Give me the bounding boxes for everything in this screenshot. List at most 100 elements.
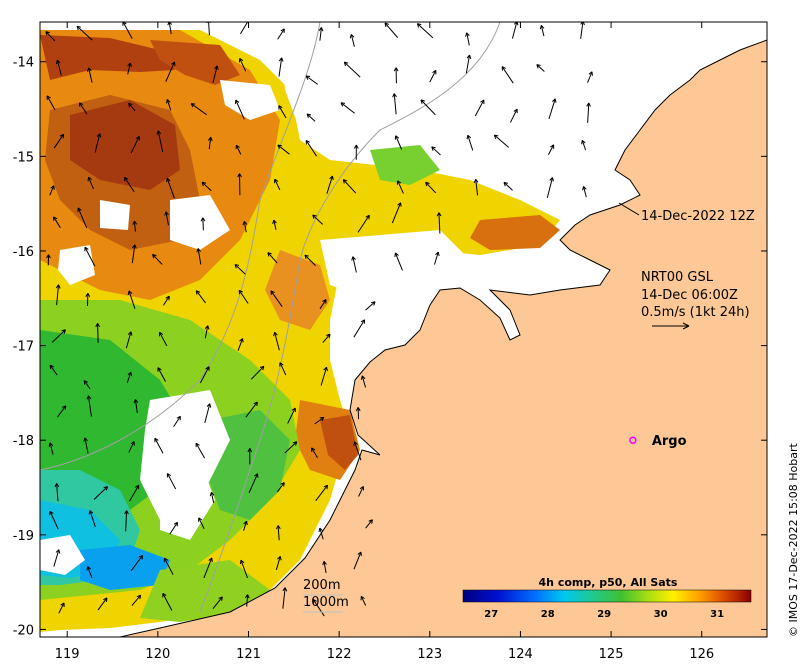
colorbar-tick-label: 27: [484, 609, 498, 620]
x-tick-label: 124: [508, 647, 533, 662]
current-arrow: [353, 441, 362, 461]
current-arrow: [493, 134, 509, 148]
current-arrow: [93, 486, 109, 500]
current-arrow: [124, 176, 135, 193]
current-arrow: [126, 371, 133, 384]
current-arrow: [342, 179, 357, 194]
current-arrow: [349, 34, 355, 47]
current-arrow: [88, 510, 96, 528]
current-arrow: [87, 176, 94, 190]
current-arrow: [391, 202, 402, 224]
current-arrow: [46, 254, 51, 266]
y-tick-label: -14: [13, 56, 34, 71]
current-arrow: [154, 437, 164, 454]
colorbar-tick-label: 28: [541, 609, 555, 620]
current-arrow: [322, 560, 327, 574]
y-tick-label: -15: [13, 150, 34, 165]
current-arrow: [393, 67, 399, 84]
y-axis: -14 -15 -16 -17 -18 -19 -20: [13, 56, 767, 638]
current-arrow: [394, 135, 403, 150]
current-arrow: [49, 185, 55, 196]
current-arrow: [131, 594, 142, 606]
current-arrow: [279, 362, 287, 376]
current-arrow: [275, 555, 282, 570]
current-arrow: [431, 146, 441, 156]
argo-float-marker[interactable]: [629, 436, 637, 444]
current-arrow: [282, 587, 288, 609]
current-arrow: [127, 62, 132, 75]
current-arrow: [314, 416, 325, 425]
current-arrow: [239, 559, 248, 579]
sst-field: [40, 30, 600, 632]
current-arrow: [287, 407, 296, 424]
y-tick-label: -16: [13, 245, 34, 260]
current-arrow: [466, 134, 474, 151]
current-arrow: [353, 551, 362, 570]
current-arrow: [312, 598, 325, 617]
current-arrow: [240, 22, 249, 34]
current-arrow: [53, 549, 61, 567]
colorbar-tick-label: 30: [654, 609, 668, 620]
current-arrow: [94, 133, 102, 153]
current-arrow: [204, 403, 212, 423]
current-arrow: [326, 175, 334, 194]
current-arrow: [474, 99, 485, 117]
current-arrow: [86, 566, 93, 579]
current-arrow: [306, 113, 316, 122]
current-arrow: [436, 212, 442, 234]
current-arrow: [128, 441, 135, 453]
current-arrow: [55, 284, 61, 306]
current-arrow: [198, 517, 205, 529]
current-arrow: [163, 295, 170, 306]
current-arrow: [434, 251, 440, 265]
current-arrow: [272, 219, 277, 230]
isobaths: [40, 22, 501, 613]
current-arrow: [97, 597, 108, 611]
current-arrow: [582, 186, 587, 198]
current-arrow: [46, 95, 56, 110]
current-arrow: [429, 69, 437, 83]
current-arrow: [318, 27, 324, 41]
current-arrow: [319, 299, 327, 310]
current-arrow: [277, 144, 290, 155]
current-arrow: [196, 248, 202, 265]
current-arrow: [580, 22, 585, 39]
current-arrow: [305, 140, 317, 157]
current-arrow: [207, 136, 213, 150]
current-arrow: [243, 520, 248, 531]
x-axis: 119 120 121 122 123 124 125 126: [55, 22, 714, 662]
current-arrow: [311, 447, 318, 459]
x-tick-label: 120: [145, 647, 170, 662]
current-arrow: [394, 252, 403, 271]
current-arrow: [53, 133, 65, 149]
current-arrow: [127, 290, 136, 309]
current-arrow: [158, 331, 168, 347]
current-arrow: [166, 473, 177, 490]
current-arrow: [365, 519, 373, 529]
current-arrow: [586, 102, 591, 123]
land-mass: [119, 22, 767, 637]
current-arrow: [267, 252, 278, 264]
current-arrow: [420, 99, 436, 116]
current-arrow: [318, 527, 324, 540]
current-arrow: [166, 177, 175, 199]
current-arrow: [384, 22, 399, 38]
y-tick-label: -20: [13, 623, 34, 638]
current-arrow: [247, 448, 253, 465]
current-arrow: [124, 510, 129, 532]
x-tick-label: 125: [599, 647, 624, 662]
current-arrow: [355, 407, 361, 420]
current-arrow: [131, 244, 137, 264]
current-arrow: [125, 331, 133, 349]
current-arrow: [156, 130, 164, 153]
current-arrow: [77, 207, 88, 229]
current-arrow: [360, 595, 367, 606]
current-arrow: [547, 144, 555, 155]
colorbar-tick-label: 29: [597, 609, 611, 620]
current-arrow: [212, 65, 219, 84]
current-arrow: [351, 256, 357, 273]
current-arrow: [84, 246, 96, 267]
current-arrow: [396, 180, 404, 194]
current-arrow: [152, 253, 163, 265]
current-arrow: [190, 103, 207, 116]
